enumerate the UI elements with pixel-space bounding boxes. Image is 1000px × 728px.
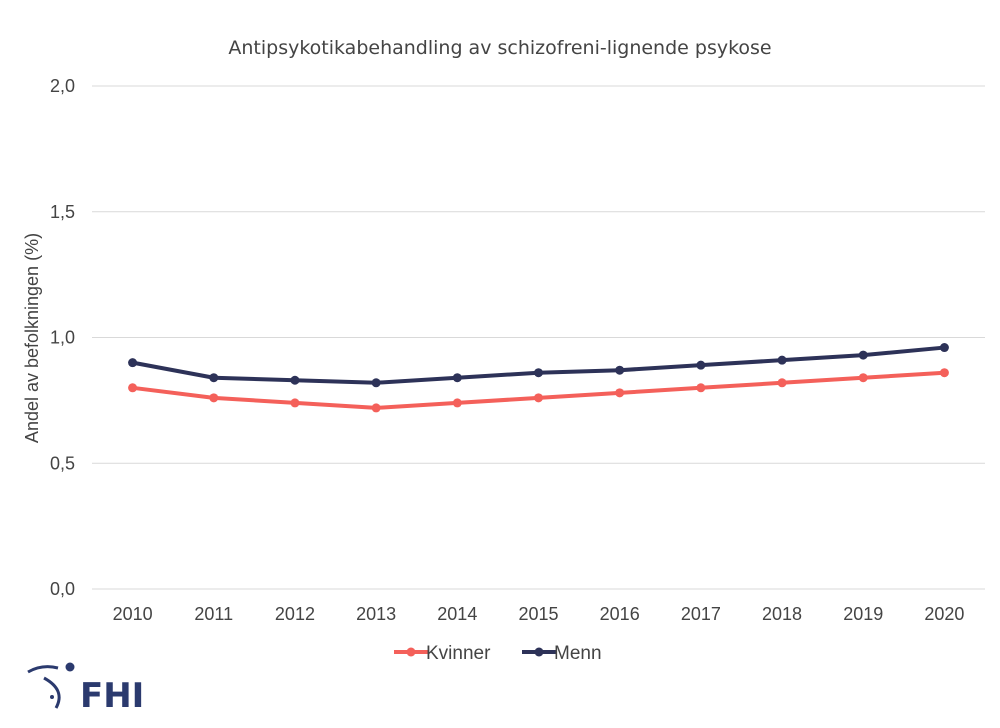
data-point-kvinner	[452, 398, 462, 408]
x-tick-label: 2016	[600, 604, 640, 624]
x-tick-label: 2019	[843, 604, 883, 624]
y-axis-ticks: 0,0 0,5 1,0 1,5 2,0	[50, 76, 75, 599]
data-point-kvinner	[371, 403, 381, 413]
data-point-kvinner	[290, 398, 300, 408]
data-point-kvinner	[858, 373, 868, 383]
y-tick-label: 0,0	[50, 579, 75, 599]
chart-title: Antipsykotikabehandling av schizofreni-l…	[228, 37, 771, 59]
data-point-menn	[534, 368, 543, 378]
data-point-menn	[696, 360, 706, 370]
data-point-kvinner	[128, 383, 138, 393]
y-tick-label: 0,5	[50, 453, 75, 473]
data-point-kvinner	[534, 393, 543, 403]
data-point-menn	[290, 375, 300, 385]
fhi-logo-text: FHI	[80, 676, 144, 716]
data-point-kvinner	[939, 368, 949, 378]
data-point-menn	[452, 373, 462, 383]
data-point-kvinner	[615, 388, 625, 398]
legend-marker-menn	[534, 647, 544, 657]
y-tick-label: 2,0	[50, 76, 75, 96]
x-tick-label: 2018	[762, 604, 802, 624]
data-point-menn	[777, 355, 787, 365]
series-lines	[128, 343, 949, 413]
x-tick-label: 2013	[356, 604, 396, 624]
x-tick-label: 2010	[113, 604, 153, 624]
legend: Kvinner Menn	[394, 643, 602, 664]
x-tick-label: 2015	[518, 604, 558, 624]
fhi-logo: FHI	[27, 662, 144, 716]
y-axis-label: Andel av befolkningen (%)	[22, 233, 42, 443]
fhi-logo-icon	[27, 662, 75, 709]
y-tick-label: 1,0	[50, 328, 75, 348]
x-tick-label: 2014	[437, 604, 477, 624]
legend-label-kvinner: Kvinner	[426, 643, 491, 664]
data-point-menn	[209, 373, 219, 383]
data-point-menn	[615, 365, 625, 375]
x-tick-label: 2011	[194, 604, 233, 624]
y-tick-label: 1,5	[50, 202, 75, 222]
legend-label-menn: Menn	[554, 643, 602, 664]
data-point-kvinner	[696, 383, 706, 393]
data-point-menn	[939, 343, 949, 353]
x-tick-label: 2020	[924, 604, 964, 624]
data-point-kvinner	[209, 393, 219, 403]
series-line-menn	[132, 345, 945, 385]
data-point-menn	[371, 378, 381, 388]
data-point-kvinner	[777, 378, 787, 388]
x-axis-ticks: 2010 2011 2012 2013 2014 2015 2016 2017 2018 2019…	[113, 604, 965, 624]
data-point-menn	[858, 350, 868, 360]
legend-marker-kvinner	[406, 647, 416, 657]
gridlines	[92, 85, 985, 590]
x-tick-label: 2012	[275, 604, 315, 624]
data-point-menn	[128, 358, 138, 368]
x-tick-label: 2017	[681, 604, 721, 624]
